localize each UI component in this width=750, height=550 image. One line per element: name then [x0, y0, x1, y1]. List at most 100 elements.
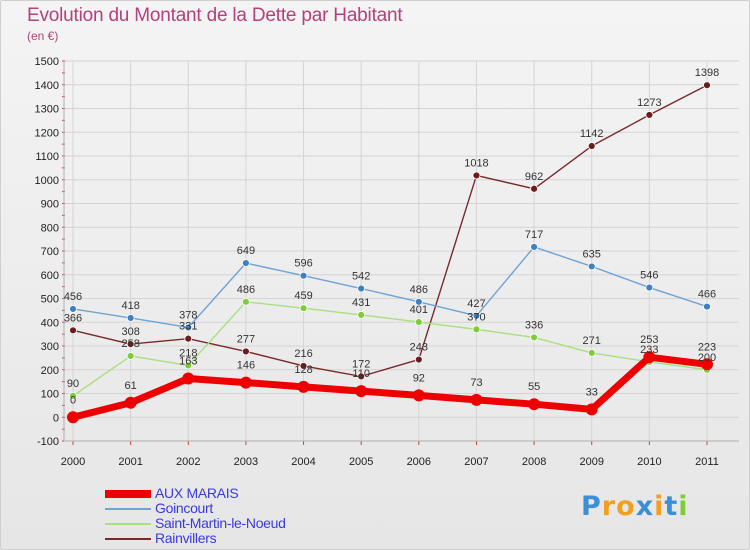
data-point — [587, 348, 596, 357]
data-point — [69, 326, 77, 335]
data-label: 110 — [352, 368, 370, 380]
legend-swatch — [105, 523, 151, 525]
x-tick-label: 2010 — [637, 456, 661, 468]
data-point — [69, 305, 77, 313]
series-line — [69, 353, 711, 421]
x-tick-label: 2011 — [695, 456, 719, 468]
data-label: 61 — [125, 380, 137, 392]
x-tick-label: 2004 — [291, 456, 315, 468]
data-label: 92 — [413, 372, 425, 384]
data-label: 336 — [525, 319, 543, 331]
data-point — [414, 318, 423, 326]
series-line — [72, 84, 708, 378]
data-label: 418 — [121, 300, 139, 312]
data-label: 216 — [294, 348, 312, 360]
data-label: 128 — [294, 364, 312, 376]
data-label: 258 — [121, 338, 139, 350]
y-tick-label: -100 — [37, 436, 59, 448]
data-label: 218 — [179, 347, 197, 359]
y-tick-label: 900 — [41, 199, 59, 211]
data-point — [297, 380, 310, 393]
data-label: 1142 — [580, 128, 604, 140]
data-label: 546 — [640, 270, 658, 282]
data-label: 456 — [64, 291, 82, 303]
data-point — [184, 334, 193, 343]
data-label: 596 — [294, 258, 312, 270]
data-label: 172 — [352, 358, 370, 370]
data-label: 401 — [410, 304, 428, 316]
logo-letter: r — [601, 491, 617, 522]
data-label: 635 — [583, 248, 601, 260]
data-point — [242, 297, 250, 306]
data-point — [587, 142, 596, 150]
grid-layer — [64, 60, 739, 442]
data-point — [357, 284, 366, 293]
data-label: 55 — [528, 381, 540, 393]
data-point — [703, 302, 711, 311]
data-label: 427 — [467, 298, 485, 310]
logo-letter: i — [678, 491, 689, 522]
data-point — [182, 372, 195, 385]
legend-label: Saint-Martin-le-Noeud — [155, 515, 286, 531]
data-label: 163 — [179, 356, 197, 368]
data-label: 717 — [525, 229, 543, 241]
data-label: 308 — [121, 326, 139, 338]
data-point — [472, 311, 481, 320]
legend-swatch — [105, 508, 151, 510]
data-label: 1398 — [695, 67, 719, 79]
series-line — [72, 246, 708, 329]
data-point — [414, 355, 423, 364]
data-label: 233 — [640, 344, 658, 356]
logo-letter: P — [581, 491, 602, 522]
proxiti-logo: Proxiti — [581, 491, 689, 522]
data-point — [299, 362, 308, 370]
chart-subtitle: (en €) — [27, 29, 59, 43]
data-point — [530, 333, 538, 342]
data-label: 370 — [467, 311, 485, 323]
data-label: 378 — [179, 309, 197, 321]
legend-label: AUX MARAIS — [155, 485, 239, 501]
data-label: 200 — [698, 352, 716, 364]
axis-layer: -100010020030040050060070080090010001100… — [35, 56, 739, 468]
y-tick-label: 700 — [41, 246, 59, 258]
y-tick-label: 0 — [53, 412, 59, 424]
data-point — [126, 340, 135, 349]
data-point — [355, 385, 368, 398]
data-label: 277 — [237, 333, 255, 345]
data-point — [357, 372, 366, 381]
data-point — [530, 243, 538, 251]
data-point — [242, 259, 250, 268]
data-label: 146 — [237, 360, 255, 372]
legend-swatch — [105, 490, 151, 498]
data-point — [643, 351, 656, 364]
data-point — [472, 325, 481, 334]
data-point — [299, 271, 308, 280]
data-point — [124, 396, 137, 409]
y-tick-label: 500 — [41, 294, 59, 306]
x-tick-label: 2007 — [464, 456, 488, 468]
data-label: 0 — [70, 394, 76, 406]
y-tick-label: 1100 — [35, 151, 59, 163]
y-tick-label: 1500 — [35, 56, 59, 68]
data-point — [242, 347, 250, 356]
legend-label: Goincourt — [155, 500, 213, 516]
data-label: 271 — [583, 335, 601, 347]
chart-title: Evolution du Montant de la Dette par Hab… — [27, 5, 403, 26]
y-tick-label: 1000 — [35, 175, 59, 187]
data-point — [645, 283, 654, 292]
data-point — [703, 81, 711, 90]
legend-swatch — [105, 538, 151, 540]
data-label: 431 — [352, 297, 370, 309]
data-point — [530, 184, 538, 193]
y-tick-label: 200 — [41, 365, 59, 377]
data-point — [239, 376, 252, 389]
data-point — [645, 111, 654, 119]
series-layer — [67, 81, 713, 424]
data-label: 331 — [179, 321, 197, 333]
data-label: 1273 — [637, 97, 661, 109]
data-point — [184, 323, 193, 332]
y-tick-label: 1300 — [35, 104, 59, 116]
data-label: 486 — [410, 284, 428, 296]
